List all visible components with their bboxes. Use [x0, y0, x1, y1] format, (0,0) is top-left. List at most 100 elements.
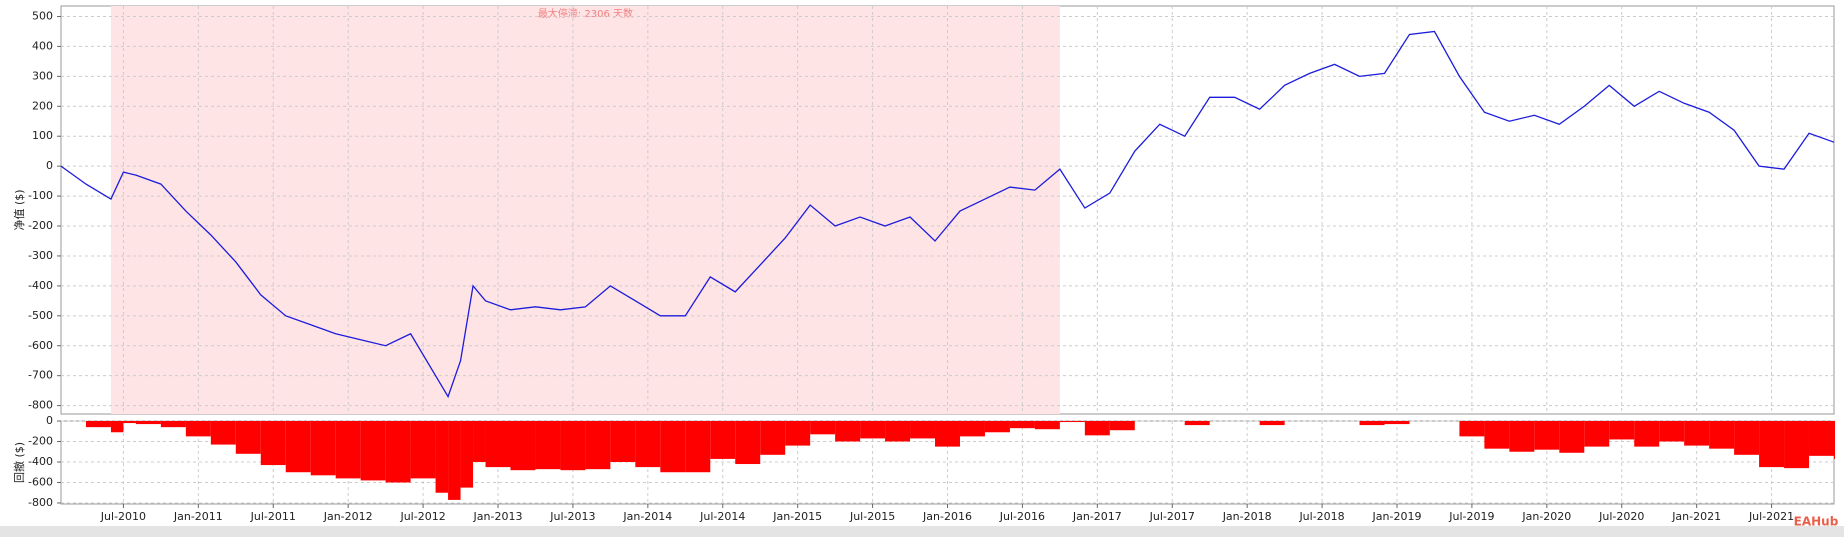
- drawdown-bar: [485, 421, 511, 468]
- drawdown-bar: [1509, 421, 1535, 452]
- y-tick-label: -300: [28, 249, 53, 262]
- x-tick-label: Jul-2021: [1748, 510, 1794, 523]
- drawdown-bar: [1684, 421, 1710, 446]
- y-tick-label: -400: [28, 279, 53, 292]
- max-stagnation-region: [110, 6, 1060, 414]
- y-tick-label: 0: [46, 159, 53, 172]
- x-tick-label: Jan-2014: [622, 510, 672, 523]
- drawdown-bar: [1034, 421, 1060, 430]
- drawdown-bar: [1734, 421, 1760, 455]
- drawdown-bar: [473, 421, 486, 462]
- y-tick-label: 0: [46, 414, 53, 427]
- drawdown-bar: [585, 421, 611, 470]
- drawdown-bar: [535, 421, 561, 470]
- y-tick-label: -800: [28, 496, 53, 509]
- y-tick-label: 300: [32, 69, 53, 82]
- x-tick-label: Jan-2018: [1222, 510, 1272, 523]
- x-tick-label: Jan-2019: [1372, 510, 1422, 523]
- drawdown-bar: [1759, 421, 1785, 468]
- y-tick-label: -100: [28, 189, 53, 202]
- y-tick-label: -200: [28, 219, 53, 232]
- x-tick-label: Jan-2016: [922, 510, 972, 523]
- drawdown-bar: [835, 421, 861, 442]
- x-tick-label: Jan-2020: [1521, 510, 1571, 523]
- drawdown-bar: [635, 421, 661, 468]
- x-tick-label: Jan-2015: [772, 510, 822, 523]
- drawdown-bar: [1484, 421, 1510, 449]
- drawdown-bar: [285, 421, 311, 473]
- drawdown-bar: [735, 421, 761, 465]
- y-tick-label: -400: [28, 455, 53, 468]
- y-tick-label: -600: [28, 339, 53, 352]
- drawdown-bar: [860, 421, 886, 439]
- drawdown-bar: [460, 421, 474, 488]
- drawdown-bar: [935, 421, 960, 447]
- x-tick-label: Jul-2020: [1598, 510, 1644, 523]
- drawdown-bar: [660, 421, 686, 473]
- x-tick-label: Jul-2013: [549, 510, 595, 523]
- y-tick-label: -700: [28, 369, 53, 382]
- y-tick-label: -500: [28, 309, 53, 322]
- drawdown-bar: [710, 421, 736, 459]
- x-tick-label: Jul-2012: [399, 510, 445, 523]
- y-tick-label: 400: [32, 39, 53, 52]
- y-tick-label: -600: [28, 475, 53, 488]
- drawdown-bar: [1709, 421, 1735, 449]
- drawdown-bar: [1559, 421, 1585, 453]
- drawdown-bar: [123, 421, 136, 424]
- drawdown-bar: [260, 421, 286, 466]
- drawdown-bar: [1809, 421, 1834, 456]
- x-tick-label: Jul-2011: [250, 510, 296, 523]
- drawdown-bar: [335, 421, 361, 479]
- drawdown-bar: [1109, 421, 1135, 431]
- drawdown-bar: [1459, 421, 1485, 437]
- x-tick-label: Jul-2014: [699, 510, 745, 523]
- x-tick-label: Jul-2018: [1298, 510, 1344, 523]
- x-tick-label: Jan-2012: [323, 510, 373, 523]
- y-tick-label: -200: [28, 434, 53, 447]
- drawdown-bar: [1084, 421, 1110, 436]
- drawdown-bar: [160, 421, 186, 428]
- x-tick-label: Jan-2021: [1671, 510, 1721, 523]
- y-tick-label: 500: [32, 9, 53, 22]
- drawdown-bar: [210, 421, 236, 445]
- drawdown-bar: [885, 421, 911, 442]
- drawdown-bar: [959, 421, 985, 437]
- drawdown-bar: [1384, 421, 1410, 425]
- drawdown-bar: [360, 421, 386, 481]
- drawdown-bar: [410, 421, 436, 479]
- watermark: EAHub: [1794, 515, 1839, 529]
- drawdown-bar: [435, 421, 449, 493]
- x-tick-label: Jul-2010: [100, 510, 146, 523]
- x-tick-label: Jul-2019: [1448, 510, 1494, 523]
- drawdown-bar: [1359, 421, 1385, 426]
- drawdown-bar: [1184, 421, 1210, 426]
- drawdown-bar: [235, 421, 261, 454]
- drawdown-bar: [1584, 421, 1610, 447]
- drawdown-bar: [610, 421, 636, 462]
- drawdown-bar: [810, 421, 836, 435]
- drawdown-bar: [760, 421, 786, 455]
- drawdown-bar: [85, 421, 111, 428]
- drawdown-bar: [1834, 421, 1835, 459]
- drawdown-bar: [1534, 421, 1560, 450]
- x-tick-label: Jul-2017: [1149, 510, 1195, 523]
- drawdown-bar: [1784, 421, 1810, 469]
- drawdown-bar: [785, 421, 811, 446]
- drawdown-bar: [1609, 421, 1635, 440]
- drawdown-bar: [685, 421, 711, 473]
- drawdown-bar: [560, 421, 586, 471]
- drawdown-bar: [1634, 421, 1660, 447]
- drawdown-bar: [385, 421, 411, 483]
- x-tick-label: Jul-2016: [999, 510, 1045, 523]
- drawdown-bar: [510, 421, 536, 471]
- x-tick-label: Jan-2013: [473, 510, 523, 523]
- drawdown-bar: [110, 421, 124, 433]
- y-axis-label: 回撤 ($): [12, 442, 26, 483]
- annotation: 最大停滞: 2306 天数: [538, 7, 633, 20]
- y-axis-label: 净值 ($): [12, 189, 26, 230]
- y-tick-label: -800: [28, 399, 53, 412]
- drawdown-bar: [310, 421, 336, 476]
- x-tick-label: Jul-2015: [849, 510, 895, 523]
